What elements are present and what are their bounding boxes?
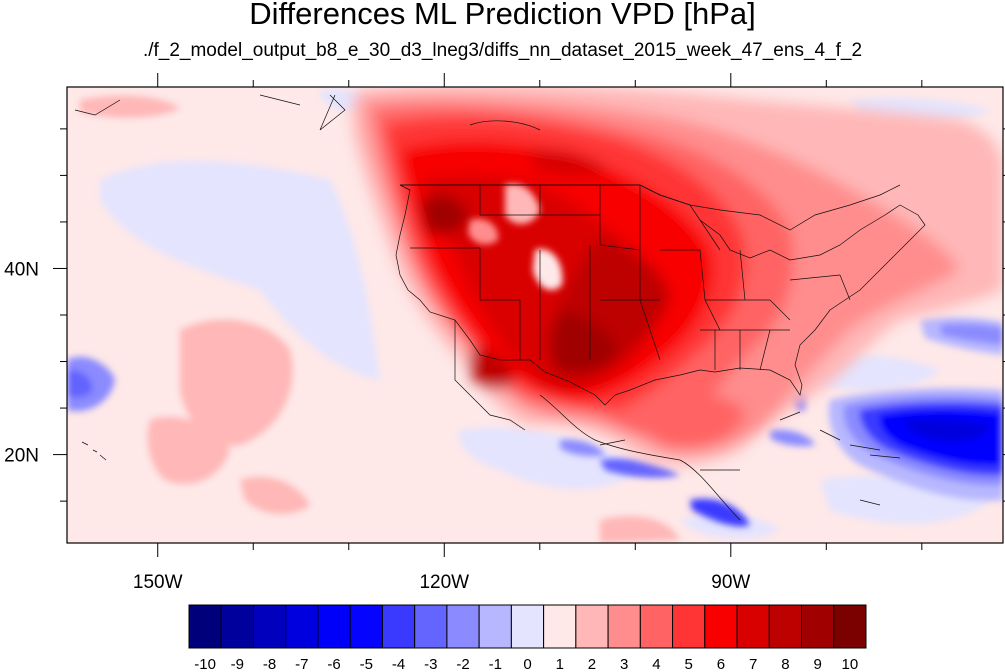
colorbar-label: 3 [620, 656, 628, 672]
colorbar-label: 6 [717, 656, 725, 672]
colorbar-label: 8 [781, 656, 789, 672]
colorbar-label: 4 [652, 656, 660, 672]
colorbar-label: -3 [424, 656, 437, 672]
lon-tick-label: 120W [419, 572, 469, 593]
axis-tick-labels: 150W 120W 90W 40N 20N [4, 259, 750, 593]
colorbar-swatch [736, 604, 770, 649]
lon-tick-label: 90W [711, 572, 750, 593]
colorbar-swatch [317, 604, 351, 649]
colorbar-swatch [478, 604, 512, 649]
colorbar-label: -2 [456, 656, 469, 672]
colorbar-swatch [414, 604, 448, 649]
colorbar-swatch [188, 604, 222, 649]
colorbar-label: -5 [360, 656, 373, 672]
colorbar-label: 5 [685, 656, 693, 672]
colorbar-label: -8 [263, 656, 276, 672]
colorbar-swatch [446, 604, 480, 649]
colorbar [188, 604, 867, 649]
colorbar-label: -6 [327, 656, 340, 672]
colorbar-label: 10 [842, 656, 859, 672]
colorbar-label: 9 [813, 656, 821, 672]
lat-tick-label: 40N [4, 259, 39, 280]
colorbar-label: -1 [489, 656, 502, 672]
colorbar-swatch [607, 604, 641, 649]
colorbar-label: 2 [588, 656, 596, 672]
colorbar-swatch [833, 604, 867, 649]
colorbar-label: -4 [392, 656, 405, 672]
colorbar-swatch [252, 604, 287, 649]
colorbar-label: -10 [194, 656, 216, 672]
political-boundaries [74, 94, 926, 521]
map-field [67, 87, 1003, 543]
colorbar-swatch [768, 604, 803, 649]
colorbar-swatch [672, 604, 706, 649]
colorbar-label: 1 [556, 656, 564, 672]
colorbar-swatch [510, 604, 545, 649]
colorbar-swatch [801, 604, 835, 649]
lon-tick-label: 150W [133, 572, 183, 593]
colorbar-swatch [381, 604, 416, 649]
colorbar-swatch [639, 604, 674, 649]
colorbar-labels: -10 -9 -8 -7 -6 -5 -4 -3 -2 -1 0 1 2 3 4 5 6 7 8 9 10 [194, 656, 858, 672]
colorbar-swatch [575, 604, 609, 649]
colorbar-swatch [704, 604, 738, 649]
lat-tick-label: 20N [4, 446, 39, 467]
colorbar-label: -7 [295, 656, 308, 672]
colorbar-label: 7 [749, 656, 757, 672]
map-title: Differences ML Prediction VPD [hPa] [249, 0, 756, 31]
map-subtitle: ./f_2_model_output_b8_e_30_d3_lneg3/diff… [142, 40, 863, 61]
colorbar-swatch [220, 604, 254, 649]
colorbar-label: -9 [231, 656, 244, 672]
colorbar-label: 0 [523, 656, 531, 672]
colorbar-swatch [349, 604, 383, 649]
colorbar-swatch [285, 604, 319, 649]
axis-ticks [53, 73, 1005, 557]
colorbar-swatch [543, 604, 577, 649]
